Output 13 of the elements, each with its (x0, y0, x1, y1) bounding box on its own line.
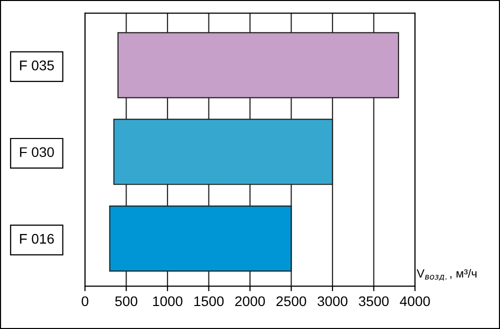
x-tick-label: 1500 (194, 296, 224, 306)
x-tick-label: 4000 (400, 296, 430, 306)
y-tick-label: F 016 (20, 234, 54, 244)
x-tick-label: 2500 (276, 296, 306, 306)
x-tick-label: 3500 (358, 296, 389, 306)
x-tick-label: 500 (115, 296, 138, 306)
x-axis-title: V$_{возд.}$, м³/ч (416, 268, 476, 281)
x-tick-label: 0 (82, 296, 88, 306)
y-tick-label: F 035 (20, 60, 54, 70)
x-tick-label: 1000 (153, 296, 182, 306)
y-tick-label: F 030 (20, 147, 54, 158)
x-tick-label: 2000 (235, 296, 265, 306)
x-tick-label: 3000 (318, 296, 348, 306)
